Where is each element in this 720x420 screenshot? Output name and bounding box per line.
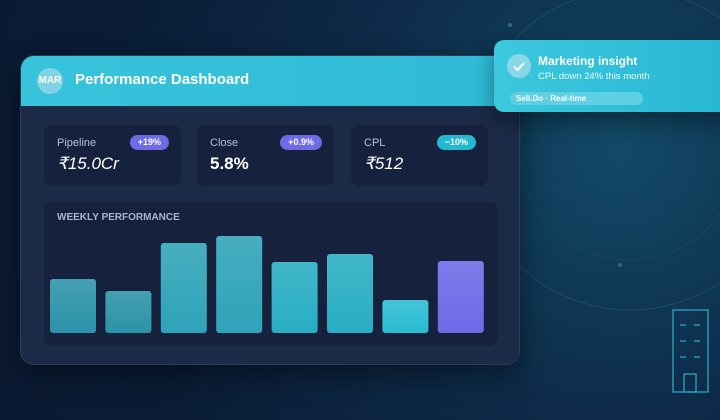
kpi-card: CPL ₹512 −10% — [351, 125, 488, 186]
bar-shine — [382, 300, 429, 333]
notification-title: Marketing insight — [538, 54, 638, 68]
dashboard-card: MAR Performance Dashboard WEEKLY PERFORM… — [20, 55, 520, 365]
bar-shine — [105, 291, 152, 333]
kpi-card: Close 5.8% +0.9% — [197, 125, 334, 186]
bar-shine — [160, 243, 207, 333]
kpi-label: Close — [210, 137, 239, 149]
notification-tag: Sell.Do · Real-time — [510, 92, 643, 105]
kpi-label: Pipeline — [57, 137, 97, 149]
bar-shine — [271, 262, 318, 333]
kpi-change: +19% — [129, 135, 169, 150]
avatar-badge: MAR — [37, 68, 63, 94]
notification-text: CPL down 24% this month — [538, 71, 650, 82]
kpi-card: Pipeline ₹15.0Cr +19% — [44, 125, 181, 186]
kpi-value: 5.8% — [210, 154, 249, 173]
check-icon — [507, 54, 531, 78]
kpi-value: ₹15.0Cr — [57, 154, 119, 173]
kpi-change: −10% — [436, 135, 476, 150]
dashboard-title: Performance Dashboard — [75, 71, 250, 88]
bar-shine — [50, 279, 96, 333]
kpi-label: CPL — [364, 137, 386, 149]
kpi-change: +0.9% — [280, 135, 322, 150]
chart — [50, 236, 484, 333]
bar-shine — [216, 236, 263, 333]
chart-panel: WEEKLY PERFORMANCE — [44, 202, 498, 346]
chart-title: WEEKLY PERFORMANCE — [57, 212, 180, 223]
bar-shine — [437, 261, 484, 333]
bar-shine — [327, 254, 373, 333]
kpi-value: ₹512 — [364, 154, 404, 173]
notification[interactable]: Marketing insight CPL down 24% this mont… — [494, 40, 720, 112]
header: MAR Performance Dashboard — [21, 56, 519, 106]
